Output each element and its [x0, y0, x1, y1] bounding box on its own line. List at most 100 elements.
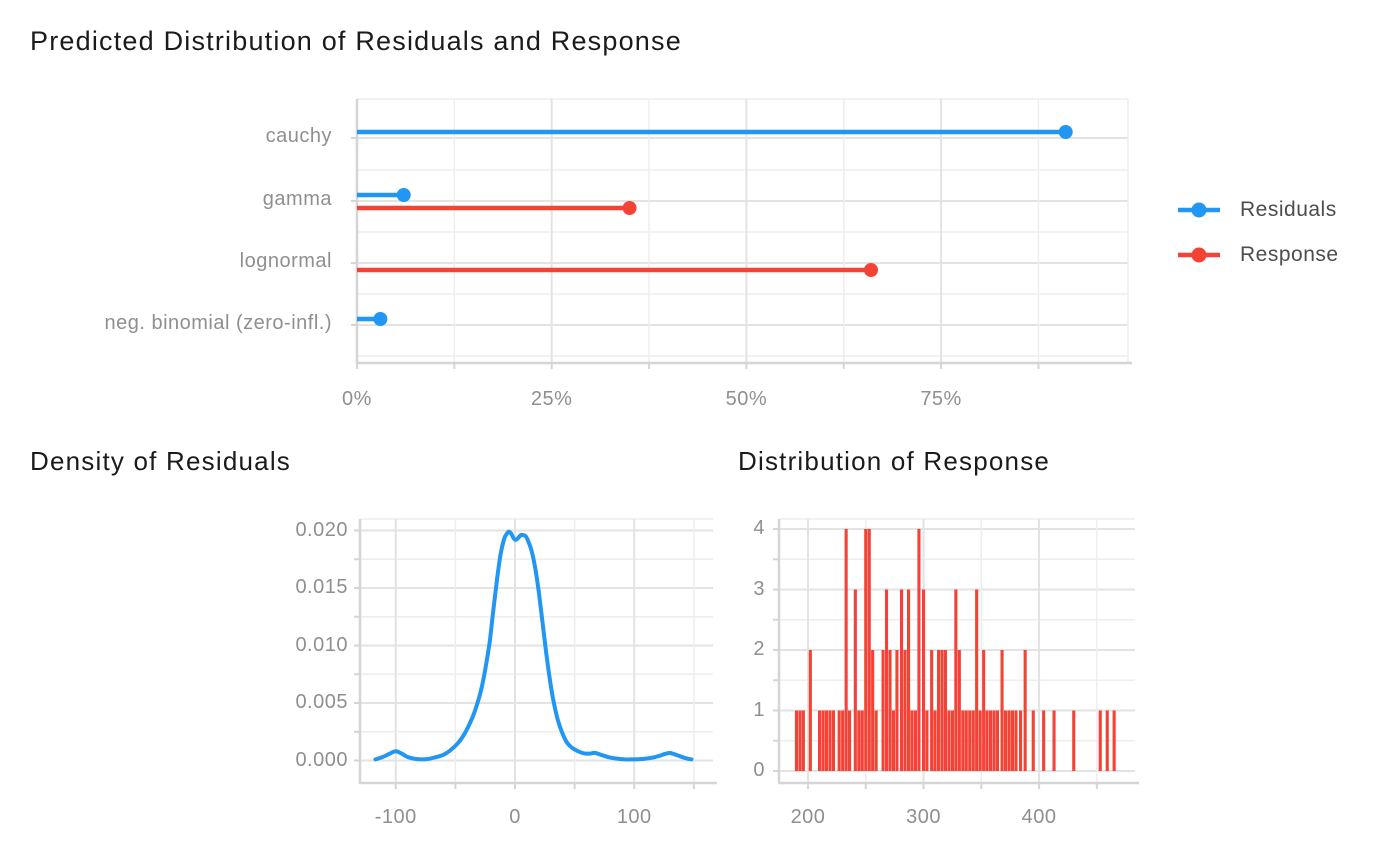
histogram-bar [940, 650, 944, 771]
histogram-bar [907, 589, 911, 771]
histogram-bar [985, 710, 989, 771]
histogram-bar [853, 589, 857, 771]
histogram-bar [925, 710, 929, 771]
legend-label-residuals: Residuals [1240, 197, 1337, 221]
histogram-bar [943, 650, 947, 771]
y-tick-label: 2 [753, 638, 765, 660]
histogram-bar [968, 710, 972, 771]
histogram-bar [947, 710, 951, 771]
histogram-bar [881, 650, 885, 771]
histogram-bar [818, 710, 822, 771]
histogram-bar [885, 589, 889, 771]
histogram-bar [860, 710, 864, 771]
y-tick-label: 0.010 [295, 633, 348, 656]
histogram-bar [975, 589, 979, 771]
category-label: neg. binomial (zero-infl.) [104, 312, 332, 334]
histogram-bar [922, 589, 926, 771]
histogram-bar [808, 650, 812, 771]
histogram-bar [824, 710, 828, 771]
x-tick-label: 50% [725, 388, 768, 410]
histogram-bar [874, 710, 878, 771]
category-label: gamma [262, 188, 332, 210]
y-tick-label: 0 [753, 759, 765, 781]
response-legend-marker [1178, 247, 1220, 262]
x-tick-label: 200 [790, 806, 826, 828]
y-tick-label: 3 [753, 577, 765, 600]
histogram-chart-title: Distribution of Response [738, 446, 1051, 476]
x-tick-label: 0% [342, 388, 372, 410]
histogram-bar [864, 529, 868, 771]
histogram-bar [828, 710, 832, 771]
x-tick-label: 400 [1021, 806, 1057, 828]
histogram-bar [992, 710, 996, 771]
category-label: cauchy [265, 125, 332, 147]
y-tick-label: 0.015 [295, 576, 348, 598]
legend-item-response: Response [1176, 239, 1339, 270]
histogram-bar [978, 710, 982, 771]
histogram-bar [989, 710, 993, 771]
legend-item-residuals: Residuals [1176, 194, 1339, 225]
histogram-bar [982, 650, 986, 771]
category-label: lognormal [239, 250, 332, 272]
histogram-bar [798, 710, 802, 771]
x-tick-label: 0 [509, 806, 521, 828]
histogram-bar [867, 529, 871, 771]
y-tick-label: 0.005 [295, 691, 348, 713]
histogram-bar [821, 710, 825, 771]
histogram-bar [848, 710, 852, 771]
histogram-bar [1052, 710, 1056, 771]
lollipop-dot [622, 201, 637, 215]
lollipop-chart-title: Predicted Distribution of Residuals and … [30, 26, 682, 56]
histogram-bar [930, 650, 934, 771]
histogram-bar [888, 650, 892, 771]
histogram-bar [891, 710, 895, 771]
histogram-bar [937, 650, 941, 771]
histogram-bar [1098, 710, 1102, 771]
histogram-bar [903, 650, 907, 771]
histogram-bar [900, 589, 904, 771]
histogram-bar [957, 650, 961, 771]
histogram-bar [794, 710, 798, 771]
histogram-bar [1105, 710, 1109, 771]
legend: Residuals Response [1176, 194, 1339, 284]
y-tick-label: 0.020 [295, 518, 348, 541]
histogram-bar [857, 710, 861, 771]
histogram-bar [913, 710, 917, 771]
density-chart-title: Density of Residuals [30, 446, 291, 476]
x-tick-label: 100 [616, 806, 652, 828]
histogram-bar [895, 650, 899, 771]
histogram-bar [844, 529, 848, 771]
histogram-bar [1007, 710, 1011, 771]
histogram-bar [917, 529, 921, 771]
lollipop-dot [1058, 125, 1073, 139]
histogram-bar [961, 710, 965, 771]
lollipop-dot [396, 188, 411, 202]
histogram-bar [1042, 710, 1046, 771]
histogram-bar [841, 710, 845, 771]
histogram-bar [995, 710, 999, 771]
histogram-bar [1031, 710, 1035, 771]
histogram-bar [831, 710, 835, 771]
histogram-bar [971, 710, 975, 771]
y-tick-label: 0.000 [295, 748, 348, 771]
histogram-bar [801, 710, 805, 771]
histogram-bar [1112, 710, 1116, 771]
histogram-bar [871, 650, 875, 771]
density-curve [373, 529, 694, 762]
histogram-bar [1010, 710, 1014, 771]
y-tick-label: 4 [753, 517, 765, 539]
lollipop-dot [373, 312, 388, 326]
histogram-bar [1019, 710, 1023, 771]
lollipop-dot [864, 263, 878, 277]
histogram-bar [1004, 710, 1008, 771]
x-tick-label: -100 [374, 806, 417, 828]
legend-label-response: Response [1240, 242, 1339, 266]
histogram-bar [910, 710, 914, 771]
residuals-legend-marker [1178, 202, 1220, 217]
histogram-bar [933, 710, 937, 771]
histogram-bar [964, 710, 968, 771]
legend-marker-dot [1191, 202, 1207, 217]
